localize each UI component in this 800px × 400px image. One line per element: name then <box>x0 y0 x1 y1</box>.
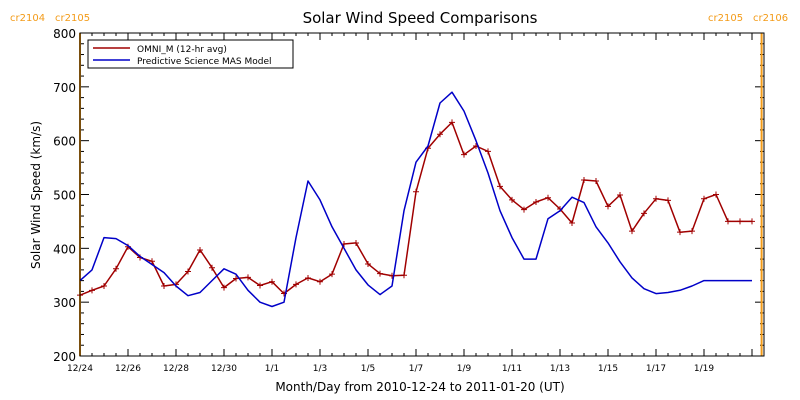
y-tick-label: 500 <box>53 189 76 203</box>
data-point-marker <box>569 220 575 227</box>
legend-label-omni: OMNI_M (12-hr avg) <box>137 45 227 55</box>
data-point-marker <box>449 119 455 126</box>
data-point-marker <box>689 228 695 235</box>
data-point-marker <box>197 246 203 253</box>
x-tick-label: 1/9 <box>457 364 472 374</box>
data-point-marker <box>713 191 719 198</box>
data-point-marker <box>233 275 239 282</box>
data-point-marker <box>365 260 371 267</box>
x-tick-label: 12/26 <box>115 364 141 374</box>
data-point-marker <box>497 183 503 190</box>
x-tick-label: 1/5 <box>361 364 375 374</box>
data-point-marker <box>401 272 407 279</box>
plot-frame <box>79 32 765 357</box>
data-point-marker <box>701 195 707 202</box>
x-tick-label: 1/13 <box>550 364 570 374</box>
x-tick-label: 1/7 <box>409 364 423 374</box>
data-point-marker <box>185 268 191 275</box>
data-point-marker <box>641 210 647 217</box>
data-point-marker <box>749 218 755 225</box>
x-tick-label: 1/15 <box>598 364 618 374</box>
data-point-marker <box>737 218 743 225</box>
data-point-marker <box>317 278 323 285</box>
y-tick-label: 400 <box>53 242 76 256</box>
data-point-marker <box>617 192 623 199</box>
data-point-marker <box>269 278 275 285</box>
data-point-marker <box>665 197 671 204</box>
data-point-marker <box>329 271 335 278</box>
legend-label-mas: Predictive Science MAS Model <box>137 57 272 67</box>
data-point-marker <box>485 148 491 155</box>
data-point-marker <box>161 283 167 290</box>
data-point-marker <box>545 194 551 201</box>
y-axis-label: Solar Wind Speed (km/s) <box>29 121 43 269</box>
data-point-marker <box>293 281 299 288</box>
data-point-marker <box>377 270 383 277</box>
data-point-marker <box>257 282 263 289</box>
data-point-marker <box>461 151 467 158</box>
data-point-marker <box>533 199 539 206</box>
x-tick-label: 1/1 <box>265 364 279 374</box>
y-tick-label: 600 <box>53 135 76 149</box>
data-point-marker <box>245 274 251 281</box>
series-layer <box>77 91 755 308</box>
data-point-marker <box>629 228 635 235</box>
data-point-marker <box>113 265 119 272</box>
data-point-marker <box>437 131 443 138</box>
data-point-marker <box>149 258 155 265</box>
data-point-marker <box>89 287 95 294</box>
y-tick-label: 800 <box>53 27 76 41</box>
legend-box <box>87 39 294 69</box>
data-point-marker <box>521 206 527 213</box>
data-point-marker <box>305 274 311 281</box>
x-tick-label: 1/19 <box>694 364 714 374</box>
data-point-marker <box>221 284 227 291</box>
data-point-marker <box>209 264 215 271</box>
series-line-mas <box>79 91 752 308</box>
x-tick-label: 12/30 <box>211 364 237 374</box>
legend: OMNI_M (12-hr avg) Predictive Science MA… <box>87 39 294 69</box>
data-point-marker <box>725 218 731 225</box>
rotation-label-right-b: cr2106 <box>753 13 788 24</box>
data-point-marker <box>605 203 611 210</box>
x-axis-label: Month/Day from 2010-12-24 to 2011-01-20 … <box>275 380 564 394</box>
x-tick-label: 12/28 <box>163 364 189 374</box>
rotation-label-left-b: cr2105 <box>55 13 90 24</box>
x-tick-label: 1/11 <box>502 364 522 374</box>
rotation-label-left-a: cr2104 <box>10 13 45 24</box>
x-tick-label: 1/3 <box>313 364 327 374</box>
data-point-marker <box>581 176 587 183</box>
data-point-marker <box>413 188 419 195</box>
y-tick-label: 700 <box>53 81 76 95</box>
data-point-marker <box>677 229 683 236</box>
chart-title: Solar Wind Speed Comparisons <box>303 9 538 27</box>
y-tick-label: 200 <box>53 350 76 364</box>
rotation-label-right-a: cr2105 <box>708 13 743 24</box>
x-tick-label: 12/24 <box>67 364 93 374</box>
data-point-marker <box>593 178 599 185</box>
y-tick-label: 300 <box>53 296 76 310</box>
data-point-marker <box>101 283 107 290</box>
data-point-marker <box>353 239 359 246</box>
x-tick-label: 1/17 <box>646 364 666 374</box>
data-point-marker <box>509 196 515 203</box>
data-point-marker <box>653 195 659 202</box>
